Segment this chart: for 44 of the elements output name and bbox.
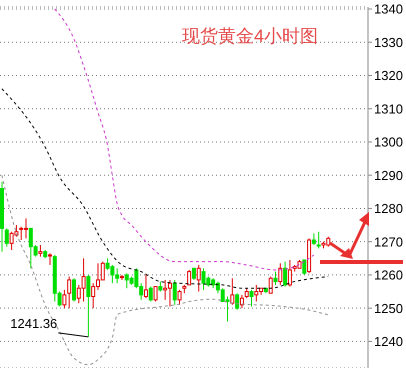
candlestick: [38, 244, 42, 258]
candlestick: [235, 292, 240, 310]
candlestick: [187, 269, 192, 286]
candlestick: [288, 259, 292, 288]
candlestick: [86, 274, 90, 338]
text: 现货黄金4小时图: [182, 26, 318, 46]
y-tick-label: 1300: [374, 134, 403, 150]
y-tick-label: 1280: [374, 201, 403, 216]
candlestick: [240, 294, 244, 309]
candlestick: [4, 228, 9, 248]
candlestick: [192, 268, 196, 280]
y-tick-label: 1290: [374, 168, 403, 183]
candlestick: [178, 289, 182, 306]
y-tick-label: 1250: [374, 300, 403, 316]
candlestick: [274, 271, 278, 286]
candlestick: [278, 262, 282, 286]
candlestick: [268, 276, 273, 294]
candlestick: [283, 261, 288, 288]
candlestick: [148, 286, 153, 302]
y-tick-label: 1260: [374, 268, 403, 283]
candlestick: [62, 289, 66, 309]
candlestick: [154, 286, 158, 302]
candlestick: [144, 274, 148, 299]
y-tick-label: 1310: [374, 101, 403, 116]
y-tick-label: 1270: [374, 234, 403, 250]
candlestick: [67, 276, 72, 309]
candlestick: [316, 231, 321, 249]
line-series: [1, 174, 329, 366]
line-series: [1, 88, 329, 289]
y-tick-label: 1330: [374, 34, 403, 50]
candlestick: [196, 264, 201, 292]
candlestick: [312, 232, 316, 246]
candlestick: [72, 278, 76, 302]
y-tick-label: 1240: [374, 334, 403, 350]
annotation: 1241.36: [10, 316, 58, 331]
candlestick: [250, 289, 254, 308]
candlestick: [302, 259, 306, 276]
candlestick: [244, 288, 249, 299]
candlestick: [158, 281, 162, 292]
y-tick-label: 1320: [374, 68, 403, 84]
candlestick: [172, 279, 177, 306]
y-tick-label: 1340: [374, 2, 403, 17]
candlestick: [48, 252, 52, 266]
candlestick: [230, 278, 234, 306]
